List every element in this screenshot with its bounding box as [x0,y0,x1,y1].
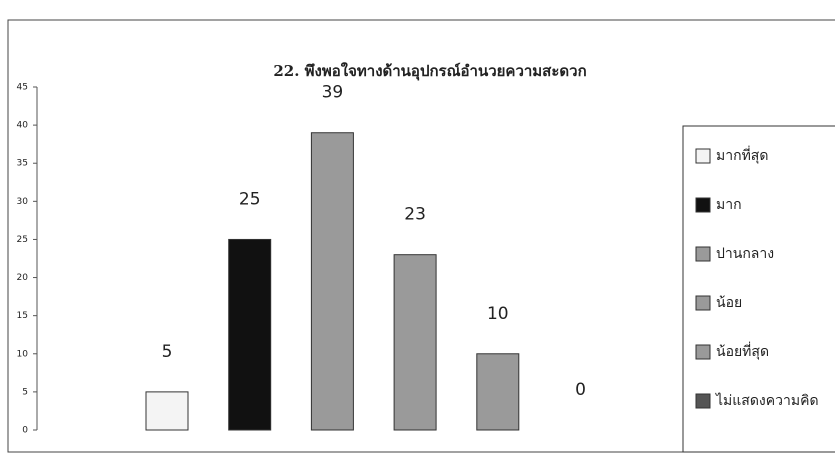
y-tick-label: 45 [17,83,28,93]
y-tick-label: 25 [17,235,28,245]
y-tick-label: 40 [17,121,29,131]
y-tick-label: 0 [22,426,28,436]
legend-label: ไม่แสดงความคิด [715,392,819,409]
bar [476,353,520,431]
y-tick-label: 30 [17,197,29,207]
data-label: 23 [404,205,426,225]
legend-swatch [695,344,711,360]
bar [228,238,272,431]
legend-swatch [695,197,711,213]
legend-label: น้อย [716,295,742,311]
legend-swatch [695,393,711,409]
legend-label: ปานกลาง [716,246,774,262]
y-tick-label: 10 [17,349,29,359]
bar [145,391,189,431]
legend-label: น้อยที่สุด [716,342,769,360]
data-label: 5 [162,342,173,362]
y-tick-label: 20 [17,273,29,283]
chart-title: 22. พึงพอใจทางด้านอุปกรณ์อำนวยความสะดวก [273,62,586,81]
data-label: 39 [322,83,344,103]
legend-swatch [695,295,711,311]
legend-label: มากที่สุด [716,146,768,164]
legend-swatch [695,148,711,164]
data-label: 25 [239,189,261,209]
bar [393,254,437,431]
y-tick-label: 35 [17,159,28,169]
y-tick-label: 5 [22,387,28,397]
data-label: 0 [575,380,586,400]
legend-label: มาก [716,197,742,213]
bar [310,132,354,431]
legend-swatch [695,246,711,262]
y-tick-label: 15 [17,311,28,321]
data-label: 10 [487,304,509,324]
